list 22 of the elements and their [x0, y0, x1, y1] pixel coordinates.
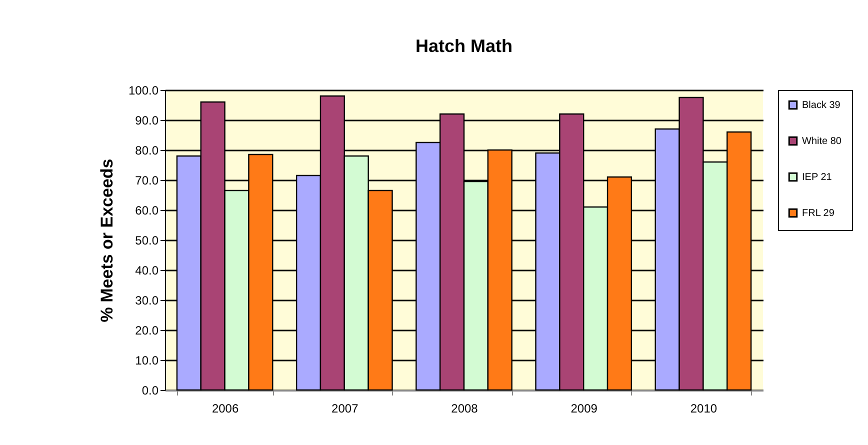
- legend-label: Black 39: [802, 100, 841, 111]
- y-tick-label: 20.0: [135, 324, 159, 338]
- y-tick-label: 40.0: [135, 264, 159, 278]
- y-tick-label: 60.0: [135, 204, 159, 218]
- legend-label: FRL 29: [802, 208, 835, 219]
- x-tick-label: 2008: [451, 402, 478, 416]
- x-tick-label: 2007: [332, 402, 359, 416]
- y-tick-label: 90.0: [135, 114, 159, 128]
- y-tick-label: 70.0: [135, 174, 159, 188]
- chart-title: Hatch Math: [415, 36, 513, 56]
- x-tick-label: 2009: [570, 402, 598, 416]
- y-tick-label: 0.0: [142, 384, 159, 398]
- legend-label: White 80: [802, 136, 842, 147]
- x-tick-label: 2006: [212, 402, 239, 416]
- y-tick-label: 30.0: [135, 294, 159, 308]
- y-tick-label: 100.0: [128, 84, 159, 98]
- y-axis-title: % Meets or Exceeds: [97, 158, 116, 322]
- y-tick-label: 50.0: [135, 234, 159, 248]
- x-tick-label: 2010: [690, 402, 718, 416]
- legend-label: IEP 21: [802, 172, 832, 183]
- y-tick-label: 10.0: [135, 354, 159, 368]
- y-tick-label: 80.0: [135, 144, 159, 158]
